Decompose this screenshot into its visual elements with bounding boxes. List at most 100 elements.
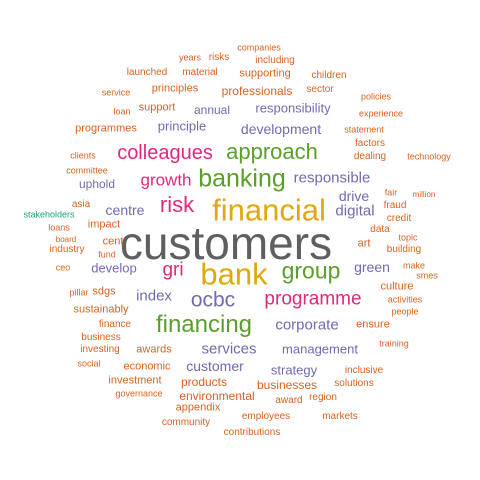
word-fair: fair [384, 187, 398, 198]
word-appendix: appendix [175, 401, 221, 414]
word-programme: programme [264, 288, 362, 310]
word-environmental: environmental [179, 389, 255, 403]
word-region: region [309, 392, 337, 403]
word-fund: fund [98, 249, 116, 260]
word-financing: financing [155, 311, 253, 338]
word-strategy: strategy [270, 362, 318, 378]
word-material: material [182, 67, 218, 78]
word-risks: risks [208, 52, 230, 63]
word-gri: gri [162, 259, 184, 281]
word-asia: asia [71, 199, 91, 210]
word-activities: activities [387, 294, 423, 305]
word-launched: launched [126, 67, 168, 78]
word-sdgs: sdgs [92, 285, 116, 298]
word-colleagues: colleagues [117, 142, 213, 164]
word-loans: loans [48, 222, 70, 233]
word-businesses: businesses [256, 378, 318, 392]
word-make: make [402, 260, 426, 271]
word-products: products [180, 375, 228, 389]
word-customers: customers [119, 217, 333, 269]
word-investment: investment [108, 374, 162, 387]
word-risk: risk [159, 192, 195, 217]
word-people: people [391, 306, 419, 317]
word-service: service [101, 87, 131, 98]
word-growth: growth [140, 170, 192, 190]
word-principle: principle [157, 118, 207, 134]
word-annual: annual [193, 103, 231, 117]
word-economic: economic [123, 360, 171, 373]
word-banking: banking [198, 164, 286, 193]
word-markets: markets [322, 411, 358, 422]
word-management: management [282, 341, 358, 357]
word-principles: principles [151, 82, 199, 95]
word-culture: culture [380, 280, 414, 293]
word-children: children [311, 70, 347, 81]
word-art: art [357, 237, 371, 250]
word-including: including [255, 55, 295, 66]
word-community: community [161, 417, 211, 428]
word-fraud: fraud [383, 200, 407, 211]
word-supporting: supporting [239, 67, 291, 80]
word-impact: impact [87, 218, 121, 231]
word-responsible: responsible [293, 169, 371, 187]
word-statement: statement [344, 124, 384, 135]
word-dealing: dealing [353, 151, 387, 162]
word-cent: cent [102, 235, 124, 248]
word-sustainably: sustainably [73, 303, 129, 316]
word-programmes: programmes [75, 122, 137, 135]
word-develop: develop [91, 260, 137, 276]
word-award: award [275, 395, 303, 406]
word-policies: policies [360, 91, 392, 102]
word-corporate: corporate [275, 316, 339, 334]
word-social: social [77, 358, 101, 369]
word-credit: credit [386, 213, 412, 224]
word-stakeholders: stakeholders [23, 209, 75, 220]
word-years: years [178, 52, 202, 63]
word-uphold: uphold [78, 177, 116, 191]
word-responsibility: responsibility [255, 100, 331, 116]
word-governance: governance [115, 388, 163, 399]
word-companies: companies [237, 42, 281, 53]
word-group: group [281, 257, 341, 284]
word-awards: awards [136, 343, 172, 356]
word-green: green [354, 259, 390, 275]
word-board: board [55, 235, 77, 244]
word-financial: financial [212, 192, 326, 228]
word-approach: approach [226, 139, 318, 164]
word-building: building [386, 244, 422, 255]
word-services: services [201, 340, 257, 358]
word-bank: bank [200, 256, 268, 292]
word-technology: technology [407, 151, 451, 162]
word-investing: investing [80, 344, 120, 355]
word-inclusive: inclusive [344, 365, 384, 376]
word-development: development [240, 121, 322, 137]
word-loan: loan [113, 106, 131, 117]
word-customer: customer [186, 358, 244, 374]
word-drive: drive [338, 188, 370, 204]
word-industry: industry [49, 244, 85, 255]
word-sector: sector [306, 84, 334, 95]
word-support: support [138, 101, 176, 114]
word-experience: experience [358, 108, 404, 119]
word-training: training [379, 338, 409, 349]
word-finance: finance [98, 319, 132, 330]
word-centre: centre [105, 202, 145, 218]
word-employees: employees [241, 411, 291, 422]
word-ceo: ceo [55, 262, 71, 273]
word-contributions: contributions [223, 427, 281, 438]
word-clients: clients [70, 150, 96, 161]
word-professionals: professionals [221, 84, 293, 98]
word-data: data [370, 224, 390, 235]
word-factors: factors [354, 138, 386, 149]
word-index: index [136, 287, 172, 305]
word-digital: digital [335, 202, 375, 220]
word-ensure: ensure [356, 318, 390, 331]
word-million: million [412, 190, 436, 199]
word-smes: smes [416, 270, 438, 281]
word-solutions: solutions [334, 378, 374, 389]
word-business: business [81, 332, 121, 343]
word-committee: committee [66, 165, 108, 176]
word-pillar: pillar [69, 287, 89, 298]
word-ocbc: ocbc [190, 288, 236, 312]
